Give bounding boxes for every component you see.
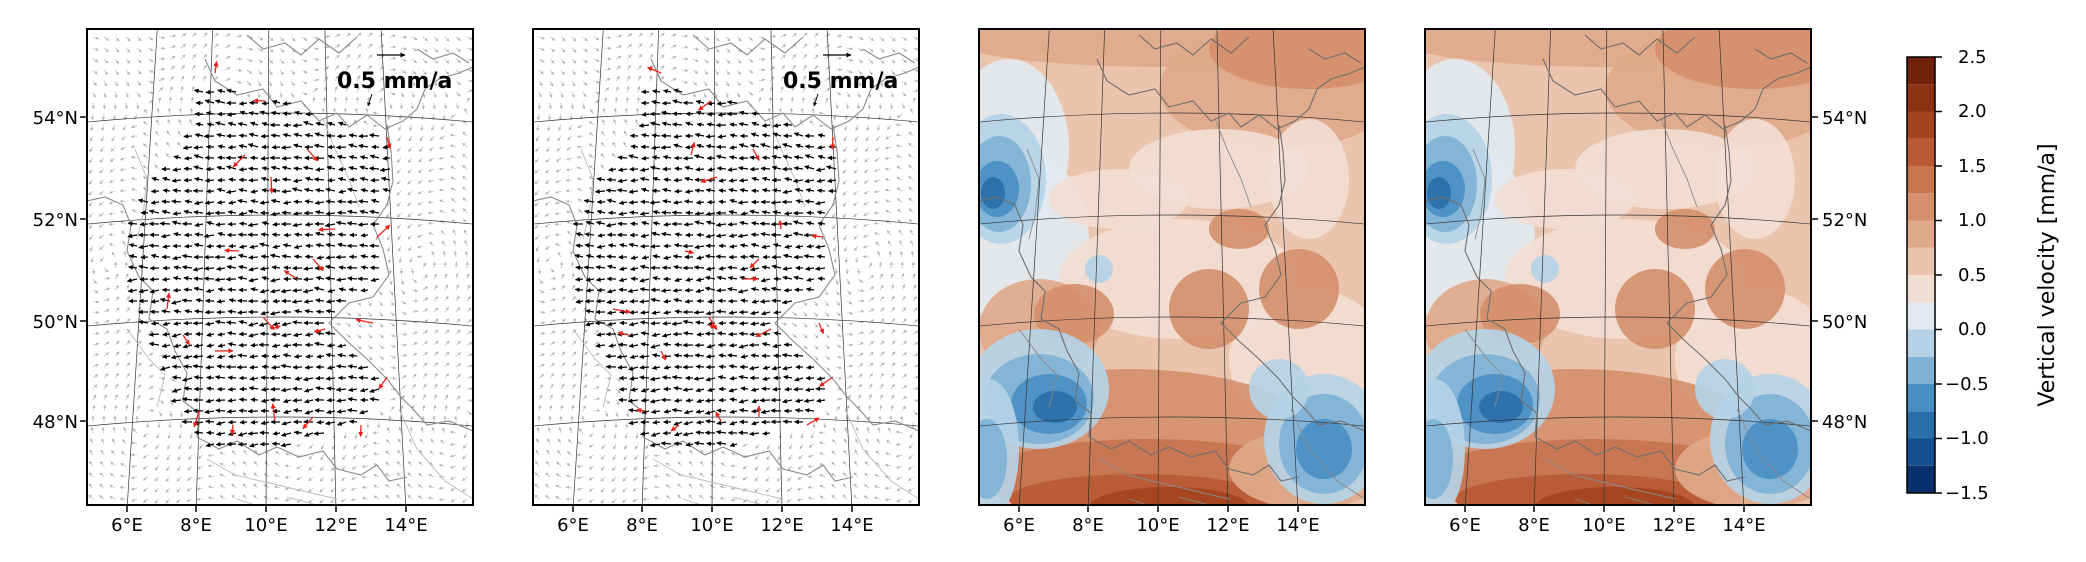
colorbar-band [1907, 166, 1935, 194]
lat-tick-50N: 50°N [1822, 312, 1867, 333]
lat-tick-50N: 50°N [33, 312, 78, 333]
panel-c-vertical-velocity: 6°E 8°E 10°E 12°E 14°E [978, 28, 1366, 536]
lon-tick-14E: 14°E [1722, 515, 1765, 536]
lon-tick-14E: 14°E [384, 515, 427, 536]
colorbar-band [1907, 138, 1935, 166]
lon-tick-14E: 14°E [1276, 515, 1319, 536]
lon-tick-labels: 6°E 8°E 10°E 12°E 14°E [1449, 505, 1766, 536]
lat-tick-labels: 54°N 52°N 50°N 48°N [1811, 108, 1867, 433]
lon-tick-6E: 6°E [1449, 515, 1481, 536]
colorbar-band [1907, 193, 1935, 221]
colorbar-band [1907, 57, 1935, 85]
contour-fill [1425, 29, 1811, 505]
graticule [979, 29, 1365, 505]
colorbar-tick-0.5: 0.5 [1958, 265, 1987, 286]
colorbar-band [1907, 220, 1935, 248]
colorbar-band [1907, 356, 1935, 384]
colorbar: 2.5 2.0 1.5 1.0 0.5 0.0 −0.5 −1.0 −1.5 V… [1906, 47, 2060, 504]
lon-tick-6E: 6°E [111, 515, 143, 536]
colorbar-tick-2.5: 2.5 [1958, 47, 1987, 68]
lat-tick-labels: 54°N 52°N 50°N 48°N [33, 108, 87, 433]
lon-tick-8E: 8°E [626, 515, 658, 536]
colorbar-tick-1.0: 1.0 [1958, 210, 1987, 231]
lat-tick-52N: 52°N [33, 210, 78, 231]
reference-vector-label: 0.5 mm/a [337, 69, 452, 94]
lon-tick-10E: 10°E [1136, 515, 1179, 536]
station-vectors [572, 66, 837, 448]
lat-tick-54N: 54°N [1822, 108, 1867, 129]
colorbar-bands [1907, 57, 1935, 493]
lon-tick-12E: 12°E [1652, 515, 1695, 536]
graticule [1425, 29, 1811, 505]
colorbar-band [1907, 329, 1935, 357]
lat-tick-48N: 48°N [1822, 412, 1867, 433]
panel-b-horizontal-vectors: 0.5 mm/a 6°E 8°E 10°E 12°E 14°E [532, 28, 920, 536]
lat-tick-48N: 48°N [33, 412, 78, 433]
panel-d-vertical-velocity: 54°N 52°N 50°N 48°N 6°E 8°E 10°E 12°E 14… [1424, 28, 1867, 536]
background-vector-field [534, 32, 919, 504]
lon-tick-10E: 10°E [690, 515, 733, 536]
lon-tick-labels: 6°E 8°E 10°E 12°E 14°E [1003, 505, 1320, 536]
lon-tick-8E: 8°E [180, 515, 212, 536]
colorbar-band [1907, 302, 1935, 330]
lon-tick-labels: 6°E 8°E 10°E 12°E 14°E [557, 505, 874, 536]
colorbar-band [1907, 247, 1935, 275]
lat-tick-52N: 52°N [1822, 210, 1867, 231]
colorbar-band [1907, 111, 1935, 139]
colorbar-tick-neg1.5: −1.5 [1945, 483, 1989, 504]
lat-tick-54N: 54°N [33, 108, 78, 129]
colorbar-band [1907, 438, 1935, 466]
coastline-and-borders [1425, 34, 1811, 505]
lon-tick-14E: 14°E [830, 515, 873, 536]
panel-a-horizontal-vectors: 0.5 mm/a 54°N 52°N 50°N 48°N 6°E 8°E 10°… [33, 28, 474, 536]
reference-vector: 0.5 mm/a [783, 52, 898, 107]
reference-vector-label: 0.5 mm/a [783, 69, 898, 94]
colorbar-band [1907, 84, 1935, 112]
reference-vector: 0.5 mm/a [337, 52, 452, 107]
colorbar-band [1907, 384, 1935, 412]
lon-tick-10E: 10°E [1582, 515, 1625, 536]
lon-tick-12E: 12°E [314, 515, 357, 536]
lon-tick-6E: 6°E [1003, 515, 1035, 536]
colorbar-band [1907, 411, 1935, 439]
lon-tick-8E: 8°E [1518, 515, 1550, 536]
coastline-and-borders [87, 34, 473, 505]
colorbar-band [1907, 275, 1935, 303]
station-vectors [126, 60, 392, 448]
colorbar-tick-0.0: 0.0 [1958, 319, 1987, 340]
colorbar-ticks [1935, 56, 1942, 494]
coastline-and-borders [979, 34, 1365, 505]
colorbar-tick-labels: 2.5 2.0 1.5 1.0 0.5 0.0 −0.5 −1.0 −1.5 [1945, 47, 1989, 504]
lon-tick-12E: 12°E [760, 515, 803, 536]
colorbar-tick-neg1.0: −1.0 [1945, 428, 1989, 449]
colorbar-tick-1.5: 1.5 [1958, 156, 1987, 177]
colorbar-tick-2.0: 2.0 [1958, 101, 1987, 122]
colorbar-label: Vertical velocity [mm/a] [2035, 143, 2060, 406]
lon-tick-labels: 6°E 8°E 10°E 12°E 14°E [111, 505, 428, 536]
lon-tick-10E: 10°E [244, 515, 287, 536]
lon-tick-6E: 6°E [557, 515, 589, 536]
lon-tick-8E: 8°E [1072, 515, 1104, 536]
lon-tick-12E: 12°E [1206, 515, 1249, 536]
colorbar-tick-neg0.5: −0.5 [1945, 374, 1989, 395]
colorbar-band [1907, 465, 1935, 493]
